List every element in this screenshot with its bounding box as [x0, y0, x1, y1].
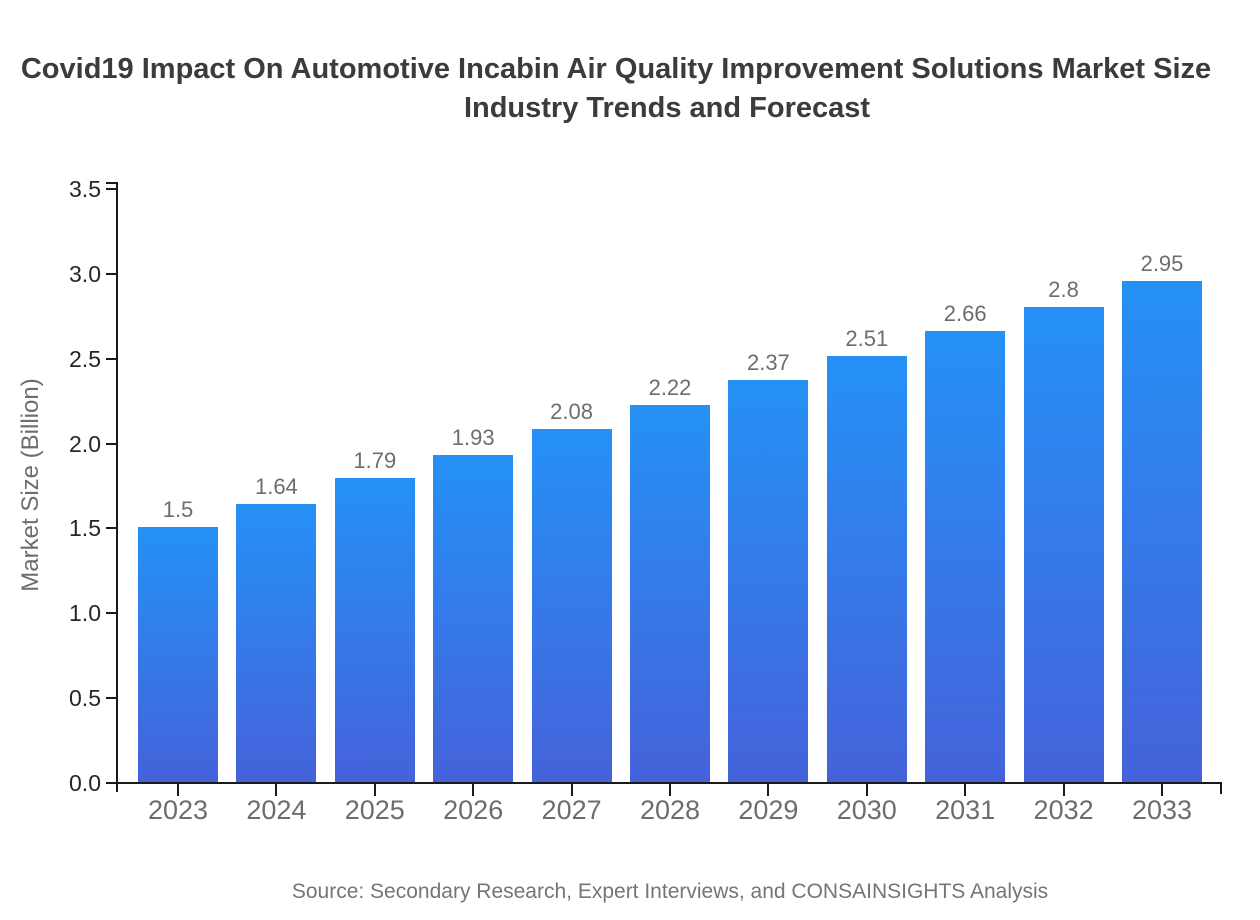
bar [236, 503, 317, 782]
bar [433, 454, 514, 782]
x-tick-label: 2023 [147, 795, 209, 825]
y-tick [106, 357, 116, 360]
x-tick [865, 784, 868, 796]
bar-value-label: 1.79 [353, 448, 397, 474]
bar [334, 478, 415, 782]
bar [1023, 306, 1104, 782]
x-tick [1161, 784, 1163, 796]
bar-value-label: 2.22 [648, 375, 692, 401]
y-tick-label: 0.5 [69, 685, 101, 712]
y-axis-end-cap [106, 182, 116, 184]
bar-value-label: 2.66 [943, 300, 987, 326]
x-tick-label: 2024 [246, 795, 307, 825]
x-tick [669, 784, 671, 796]
x-tick-label: 2032 [1033, 795, 1094, 825]
x-tick-label: 2033 [1131, 795, 1193, 825]
y-tick [106, 612, 116, 615]
x-tick-label: 2028 [639, 795, 701, 825]
y-tick-label: 0.0 [69, 770, 101, 796]
x-tick [570, 784, 573, 796]
x-tick [1062, 784, 1065, 796]
bar-value-label: 1.5 [162, 497, 194, 523]
x-tick [177, 784, 179, 796]
y-tick-label: 3.0 [69, 260, 101, 287]
y-tick [106, 782, 116, 784]
x-tick [767, 784, 770, 796]
bar-value-label: 2.37 [746, 349, 790, 375]
y-tick-label: 2.0 [69, 430, 101, 457]
bar-value-label: 2.8 [1048, 276, 1079, 302]
bar-value-label: 2.95 [1140, 251, 1184, 277]
chart-title-line2: Industry Trends and Forecast [463, 92, 871, 124]
y-tick-label: 3.5 [69, 176, 101, 202]
bar [1122, 281, 1202, 782]
y-tick [106, 527, 116, 530]
x-tick-label: 2027 [541, 795, 602, 825]
y-tick [106, 442, 116, 445]
bar-value-label: 1.93 [451, 424, 495, 450]
bar-value-label: 2.51 [845, 326, 889, 351]
bar [630, 405, 710, 782]
bar-value-label: 2.08 [550, 399, 593, 424]
x-tick [964, 784, 967, 796]
bar [531, 429, 612, 782]
bar [826, 356, 907, 782]
x-axis-end-cap [1220, 782, 1222, 794]
y-tick [106, 697, 116, 700]
y-tick-label: 1.0 [69, 600, 101, 627]
y-tick [106, 272, 116, 275]
chart-title-line1: Covid19 Impact On Automotive Incabin Air… [20, 53, 1212, 85]
x-tick [472, 784, 475, 796]
x-tick [275, 784, 278, 796]
bar-value-label: 1.64 [254, 473, 298, 499]
y-tick-label: 2.5 [69, 345, 101, 372]
source-caption: Source: Secondary Research, Expert Inter… [291, 880, 1049, 903]
x-axis-line [116, 782, 1222, 784]
y-axis-title: Market Size (Billion) [17, 378, 44, 592]
x-tick-label: 2031 [935, 795, 996, 825]
x-tick-label: 2025 [344, 795, 405, 825]
x-tick-label: 2029 [738, 795, 799, 825]
y-tick-label: 1.5 [69, 515, 101, 542]
bar [138, 527, 218, 782]
x-tick-label: 2026 [443, 795, 504, 825]
x-tick-label: 2030 [836, 795, 897, 825]
bar [925, 330, 1006, 782]
y-axis-line [116, 182, 118, 792]
bar [728, 379, 809, 782]
x-tick [373, 784, 376, 796]
y-tick [106, 188, 116, 190]
